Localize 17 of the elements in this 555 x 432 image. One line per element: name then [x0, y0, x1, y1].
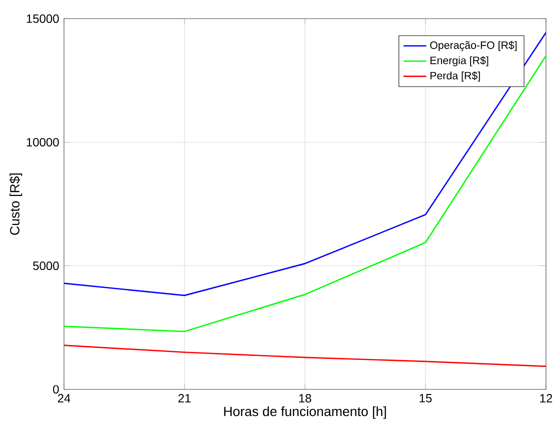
line-series: [64, 55, 546, 332]
x-tick-label: 18: [299, 394, 312, 403]
y-tick-label: 10000: [26, 138, 59, 146]
x-tick-label: 21: [178, 394, 191, 402]
y-tick-label: 5000: [33, 262, 59, 270]
x-axis-title: Horas de funcionamento [h]: [224, 406, 386, 419]
legend-label: Perda [R$]: [430, 71, 480, 82]
y-tick-label: 0: [53, 385, 59, 394]
x-tick-label: 15: [420, 394, 432, 402]
legend-label: Operação-FO [R$]: [430, 40, 517, 52]
line-series: [64, 344, 546, 368]
y-tick-label: 15000: [26, 14, 59, 23]
y-axis-title: Custo [R$]: [9, 173, 22, 235]
x-tick-label: 12: [540, 394, 552, 402]
x-tick-label: 24: [58, 394, 70, 402]
legend-label: Energia [R$]: [430, 56, 488, 66]
line-series: [64, 32, 546, 296]
